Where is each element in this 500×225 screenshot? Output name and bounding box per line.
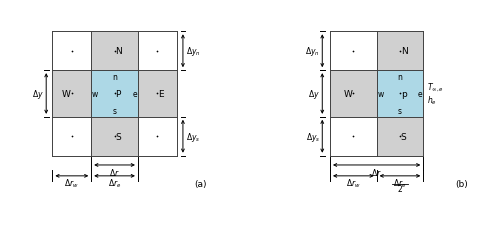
Text: $\Delta y_n$: $\Delta y_n$ — [305, 45, 320, 58]
Bar — [376, 71, 424, 117]
Text: p: p — [400, 90, 406, 99]
Text: S: S — [116, 132, 121, 141]
Text: s: s — [112, 107, 116, 116]
Bar — [92, 32, 138, 156]
Text: $\Delta y_n$: $\Delta y_n$ — [186, 45, 201, 58]
Text: $\Delta y_s$: $\Delta y_s$ — [186, 130, 200, 143]
Text: $h_e$: $h_e$ — [427, 94, 437, 106]
Text: $\Delta r_w$: $\Delta r_w$ — [64, 177, 79, 189]
Bar — [52, 71, 176, 117]
Text: n: n — [112, 72, 117, 81]
Text: 2: 2 — [398, 184, 402, 193]
Text: $T_{\infty,e}$: $T_{\infty,e}$ — [427, 82, 444, 94]
Text: N: N — [116, 47, 122, 56]
Text: s: s — [398, 107, 402, 116]
Text: $\Delta r_e$: $\Delta r_e$ — [108, 177, 122, 189]
Text: E: E — [158, 90, 164, 99]
Text: (b): (b) — [456, 179, 468, 188]
Text: $\Delta y$: $\Delta y$ — [32, 88, 44, 101]
Text: P: P — [116, 90, 120, 99]
Text: (a): (a) — [194, 179, 206, 188]
Text: w: w — [92, 90, 98, 99]
Text: $\Delta r$: $\Delta r$ — [109, 166, 120, 177]
Text: $\Delta y_s$: $\Delta y_s$ — [306, 130, 320, 143]
Text: S: S — [400, 132, 406, 141]
Text: N: N — [400, 47, 407, 56]
Text: $\Delta r$: $\Delta r$ — [372, 166, 382, 177]
Text: n: n — [398, 72, 402, 81]
Text: W: W — [62, 90, 71, 99]
Text: w: w — [378, 90, 384, 99]
Text: $\Delta r_w$: $\Delta r_w$ — [346, 177, 360, 189]
Text: e: e — [418, 90, 422, 99]
Text: W: W — [344, 90, 352, 99]
Bar — [376, 32, 424, 71]
Text: e: e — [132, 90, 137, 99]
Text: $\Delta y$: $\Delta y$ — [308, 88, 320, 101]
Bar — [330, 71, 376, 117]
Text: $\Delta r_e$: $\Delta r_e$ — [394, 176, 406, 189]
Bar — [92, 71, 138, 117]
Bar — [376, 117, 424, 156]
